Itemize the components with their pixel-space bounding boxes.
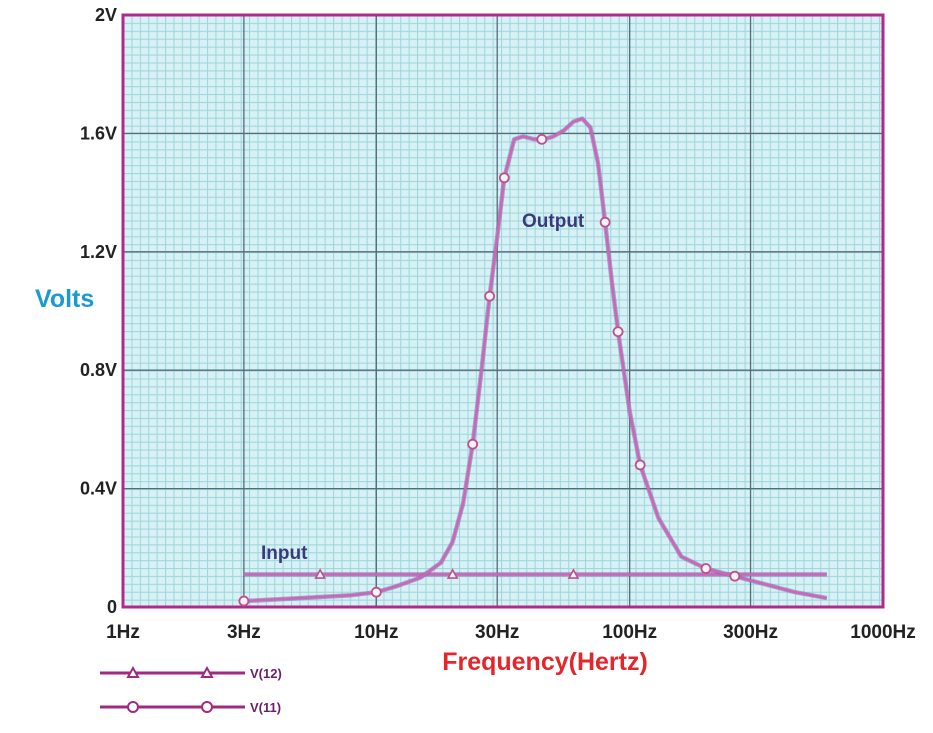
y-tick-label: 1.2V	[80, 242, 117, 262]
series-marker-v11	[536, 133, 548, 145]
y-tick-label: 0.4V	[80, 479, 117, 499]
series-marker-v11	[370, 586, 382, 598]
y-tick-label: 0.8V	[80, 360, 117, 380]
x-tick-label: 1000Hz	[850, 622, 916, 643]
legend-marker-v12	[126, 665, 140, 678]
series-marker-v11	[729, 570, 741, 582]
y-tick-label: 0	[107, 597, 117, 617]
series-marker-v11	[700, 563, 712, 574]
series-marker-v12	[567, 568, 580, 579]
y-axis-ticks: 0 0.4V 0.8V 1.2V 1.6V 2V	[80, 5, 117, 617]
plot-minor-grid	[123, 15, 883, 607]
series-marker-v11	[599, 216, 611, 228]
legend-marker-v11	[201, 701, 213, 713]
series-marker-v12	[314, 568, 326, 579]
legend: V(12) V(11)	[100, 665, 282, 715]
series-marker-v11	[612, 326, 624, 338]
x-axis-ticks: 1Hz 3Hz 10Hz 30Hz 100Hz 300Hz 1000Hz	[106, 622, 916, 643]
x-tick-label: 300Hz	[723, 622, 778, 643]
x-tick-label: 30Hz	[475, 622, 519, 643]
x-axis-label: Frequency(Hertz)	[442, 648, 648, 676]
series-marker-v11	[634, 459, 646, 471]
y-tick-label: 1.6V	[80, 123, 117, 143]
series-layer	[238, 116, 828, 607]
y-axis-label: Volts	[35, 285, 94, 313]
plot-frame	[121, 13, 885, 609]
legend-label-v12: V(12)	[250, 666, 282, 681]
y-tick-label: 2V	[95, 5, 117, 25]
x-tick-label: 1Hz	[106, 622, 140, 643]
output-annotation: Output	[522, 211, 585, 232]
major-grid	[123, 15, 883, 607]
x-tick-label: 10Hz	[354, 622, 398, 643]
x-tick-label: 100Hz	[602, 622, 657, 643]
series-marker-v11	[484, 290, 496, 302]
x-tick-label: 3Hz	[227, 622, 261, 643]
series-marker-v11	[467, 438, 479, 450]
legend-marker-v11	[127, 701, 139, 713]
series-marker-v12	[446, 568, 459, 579]
legend-marker-v12	[200, 665, 214, 678]
series-marker-v11	[498, 172, 510, 184]
input-annotation: Input	[261, 543, 308, 564]
series-marker-v11	[238, 595, 250, 607]
legend-label-v11: V(11)	[250, 700, 281, 715]
